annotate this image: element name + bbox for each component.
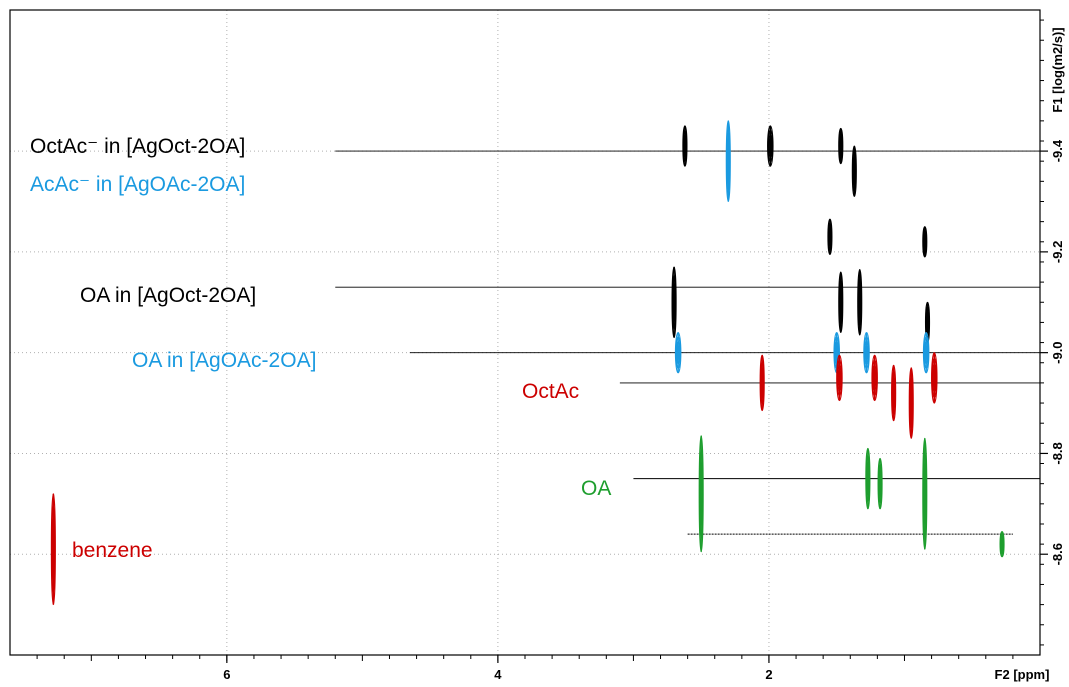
- peak: [891, 364, 897, 422]
- peak: [827, 218, 833, 255]
- peak: [767, 125, 774, 167]
- peak: [908, 367, 914, 439]
- peak: [865, 447, 871, 510]
- grid-layer: [10, 10, 1040, 655]
- x-axis-title: F2 [ppm]: [995, 667, 1050, 682]
- y-tick-label: -9.2: [1050, 241, 1065, 263]
- peak: [759, 354, 765, 412]
- peak: [863, 331, 870, 374]
- peak: [877, 457, 883, 510]
- series-label: OctAc: [522, 380, 579, 403]
- peak: [671, 266, 677, 339]
- reference-lines: [335, 150, 1040, 535]
- y-tick-label: -8.8: [1050, 442, 1065, 464]
- peak: [674, 331, 682, 374]
- peak: [50, 493, 56, 606]
- x-tick-label: 6: [223, 667, 230, 682]
- series-label: OctAc⁻ in [AgOct-2OA]: [30, 135, 245, 158]
- peak: [922, 437, 928, 550]
- peak: [999, 530, 1005, 558]
- y-tick-label: -9.0: [1050, 341, 1065, 363]
- peak: [931, 352, 938, 404]
- peak: [682, 125, 688, 167]
- series-label: AcAc⁻ in [AgOAc-2OA]: [30, 173, 245, 196]
- series-label: OA: [581, 477, 611, 500]
- y-tick-label: -8.6: [1050, 543, 1065, 565]
- series-label: benzene: [72, 539, 153, 562]
- peak: [836, 354, 843, 402]
- y-axis: -8.6 -8.8 -9.0 -9.2 -9.4: [1040, 19, 1065, 646]
- y-tick-label: -9.4: [1050, 139, 1065, 162]
- peak: [857, 268, 863, 336]
- peak: [922, 226, 928, 258]
- peak: [725, 120, 731, 203]
- peak: [851, 145, 857, 197]
- series-label: OA in [AgOct-2OA]: [80, 284, 256, 307]
- peak-layer: [50, 120, 1005, 606]
- series-label: OA in [AgOAc-2OA]: [132, 349, 316, 372]
- y-axis-title: F1 [log(m2/s)]: [1050, 27, 1065, 112]
- peak: [922, 331, 930, 374]
- x-axis: 6 4 2: [36, 655, 1014, 682]
- peak: [838, 127, 844, 165]
- peak: [871, 354, 878, 402]
- x-tick-label: 2: [765, 667, 772, 682]
- peak: [838, 271, 844, 334]
- peak: [698, 435, 704, 553]
- plot-frame: [9, 9, 1041, 656]
- series-labels: OctAc⁻ in [AgOct-2OA] AcAc⁻ in [AgOAc-2OA…: [30, 135, 611, 562]
- x-tick-label: 4: [494, 667, 502, 682]
